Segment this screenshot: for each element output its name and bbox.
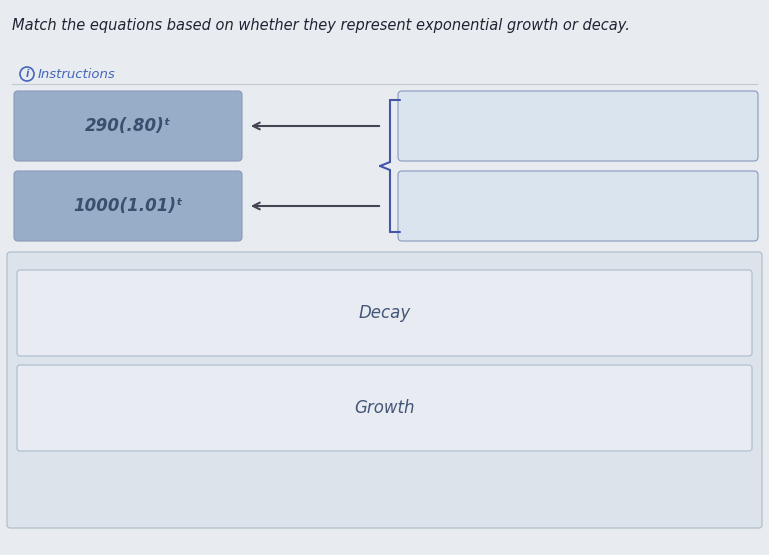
Text: i: i: [25, 69, 28, 79]
Text: Instructions: Instructions: [38, 68, 116, 80]
Text: Match the equations based on whether they represent exponential growth or decay.: Match the equations based on whether the…: [12, 18, 630, 33]
Text: 1000(1.01)ᵗ: 1000(1.01)ᵗ: [73, 197, 183, 215]
Text: Decay: Decay: [358, 304, 411, 322]
Text: 290(.80)ᵗ: 290(.80)ᵗ: [85, 117, 171, 135]
FancyBboxPatch shape: [7, 252, 762, 528]
FancyBboxPatch shape: [398, 91, 758, 161]
FancyBboxPatch shape: [398, 171, 758, 241]
FancyBboxPatch shape: [14, 91, 242, 161]
FancyBboxPatch shape: [14, 171, 242, 241]
FancyBboxPatch shape: [17, 270, 752, 356]
FancyBboxPatch shape: [17, 365, 752, 451]
Text: Growth: Growth: [355, 399, 414, 417]
